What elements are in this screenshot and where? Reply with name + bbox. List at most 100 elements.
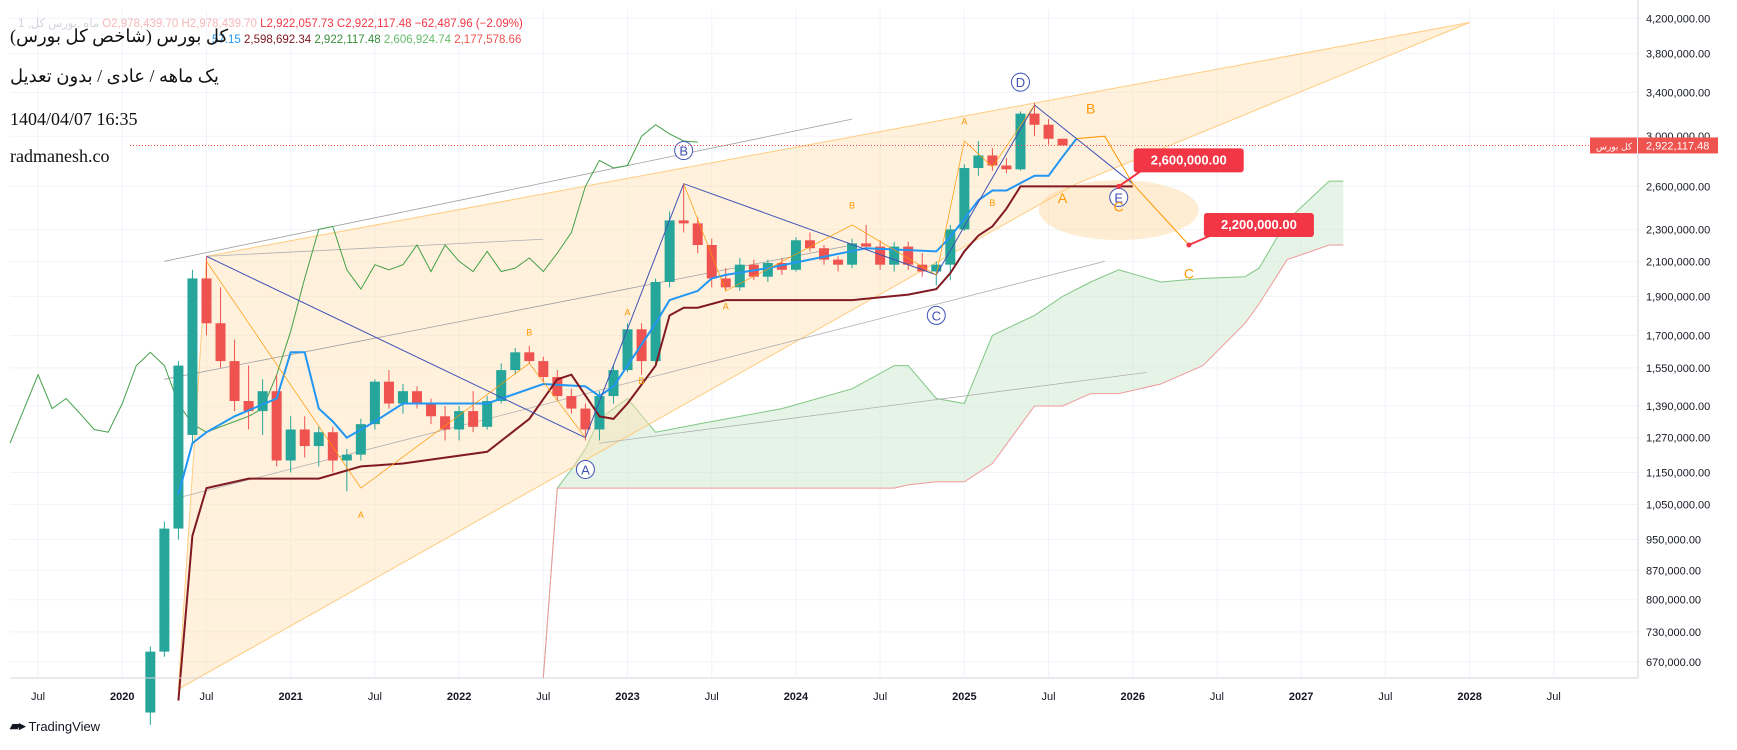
candle-body <box>875 246 886 265</box>
overlay-title: کل بورس (شاخص کل بورس) <box>10 26 229 46</box>
candle-body <box>482 401 493 427</box>
subwave-label: A <box>961 117 967 127</box>
candle-body <box>538 361 549 377</box>
candle-body <box>664 220 675 282</box>
elliott-wave-path <box>206 104 1134 439</box>
indicator-value-tenkan: 57.15 <box>212 34 241 46</box>
candle-body <box>804 240 815 249</box>
candle-body <box>790 240 801 270</box>
y-tick-label: 2,300,000.00 <box>1646 224 1710 236</box>
candle-body <box>762 262 773 277</box>
x-tick-label: Jul <box>1547 691 1561 703</box>
subwave-label: A <box>625 307 631 317</box>
ohlc-legend: 1 ,ماه ,بورس کل O2,978,439.70 H2,978,439… <box>18 16 523 30</box>
y-tick-label: 1,390,000.00 <box>1646 401 1710 413</box>
last-price-tag-box <box>1590 137 1637 154</box>
candle-body <box>159 528 170 652</box>
trend-line <box>206 238 544 257</box>
candle-body <box>426 403 437 417</box>
candle-body <box>510 352 521 371</box>
y-tick-label: 2,600,000.00 <box>1646 181 1710 193</box>
y-tick-label: 1,050,000.00 <box>1646 499 1710 511</box>
target-pointer <box>1118 169 1143 188</box>
candle-body <box>145 651 156 713</box>
candle-body <box>383 381 394 404</box>
chikou-span-line <box>9 124 698 444</box>
candle-body <box>594 396 605 430</box>
elliott-wave-label: B <box>679 144 688 159</box>
candle-body <box>468 411 479 427</box>
tradingview-branding[interactable]: ▰▸ TradingView <box>10 718 100 734</box>
subwave-label: C <box>1184 265 1194 281</box>
x-tick-label: Jul <box>31 691 45 703</box>
y-tick-label: 1,270,000.00 <box>1646 433 1710 445</box>
projection-path <box>1076 135 1190 246</box>
candle-body <box>959 168 970 230</box>
indicator-value-kijun: 2,598,692.34 <box>243 34 312 46</box>
candle-body <box>1029 113 1040 125</box>
candle-body <box>734 264 745 288</box>
candle-body <box>608 370 619 397</box>
subwave-label: C <box>1114 199 1124 215</box>
candle-body <box>1057 138 1068 146</box>
candle-body <box>622 329 633 371</box>
x-tick-label: 2022 <box>447 691 471 703</box>
candle-body <box>580 408 591 430</box>
indicator-value-span-a: 2,606,924.74 <box>383 34 451 46</box>
x-tick-label: Jul <box>536 691 550 703</box>
x-tick-label: Jul <box>1210 691 1224 703</box>
target-box <box>1133 148 1244 173</box>
y-tick-label: 1,700,000.00 <box>1646 330 1710 342</box>
candle-body <box>1043 124 1054 139</box>
x-tick-label: 2027 <box>1289 691 1313 703</box>
y-tick-label: 1,550,000.00 <box>1646 363 1710 375</box>
candle-body <box>889 246 900 265</box>
subwave-label: B <box>849 201 855 211</box>
indicator-value-span-b: 2,177,578.66 <box>454 34 522 46</box>
overlay-datetime: 1404/04/07 16:35 <box>10 109 138 129</box>
candle-body <box>1001 165 1012 170</box>
candle-body <box>201 278 212 324</box>
subwave-label: A <box>1058 190 1068 206</box>
x-tick-label: Jul <box>705 691 719 703</box>
candle-body <box>692 223 703 246</box>
candle-body <box>369 381 380 425</box>
elliott-wave-label: A <box>581 462 590 477</box>
x-tick-label: 2028 <box>1457 691 1481 703</box>
candle-body <box>678 220 689 224</box>
x-tick-label: Jul <box>1042 691 1056 703</box>
candle-body <box>931 264 942 272</box>
candle-body <box>776 262 787 270</box>
ohlc-close: C2,922,117.48 <box>336 18 412 30</box>
trend-line-base <box>599 371 1147 444</box>
y-tick-label: 2,100,000.00 <box>1646 256 1710 268</box>
candle-body <box>173 365 184 529</box>
candle-body <box>440 416 451 430</box>
ohlc-open: O2,978,439.70 <box>102 18 179 30</box>
candle-body <box>313 432 324 447</box>
elliott-wave-circle <box>674 141 694 161</box>
elliott-wave-circle <box>575 459 595 479</box>
candle-body <box>552 376 563 397</box>
candle-body <box>945 229 956 265</box>
candle-body <box>355 424 366 455</box>
y-tick-label: 3,800,000.00 <box>1646 48 1710 60</box>
subwave-label: B <box>1086 101 1095 117</box>
candle-body <box>566 396 577 409</box>
candle-body <box>187 278 198 435</box>
last-price-label: 2,922,117.48 <box>1646 140 1709 152</box>
candle-body <box>412 391 422 404</box>
x-tick-label: Jul <box>199 691 213 703</box>
subwave-label: B <box>526 327 532 337</box>
candle-body <box>819 248 829 260</box>
ichimoku-cloud <box>543 181 1344 678</box>
x-tick-label: 2021 <box>278 691 302 703</box>
x-tick-label: 2023 <box>615 691 639 703</box>
y-tick-label: 1,900,000.00 <box>1646 291 1710 303</box>
elliott-wave-label: E <box>1114 190 1123 205</box>
target-label: 2,200,000.00 <box>1221 217 1297 232</box>
candle-body <box>917 264 928 272</box>
candle-body <box>524 352 535 362</box>
